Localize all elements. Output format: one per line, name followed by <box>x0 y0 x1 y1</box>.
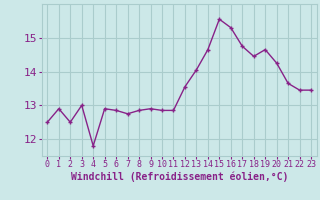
X-axis label: Windchill (Refroidissement éolien,°C): Windchill (Refroidissement éolien,°C) <box>70 172 288 182</box>
